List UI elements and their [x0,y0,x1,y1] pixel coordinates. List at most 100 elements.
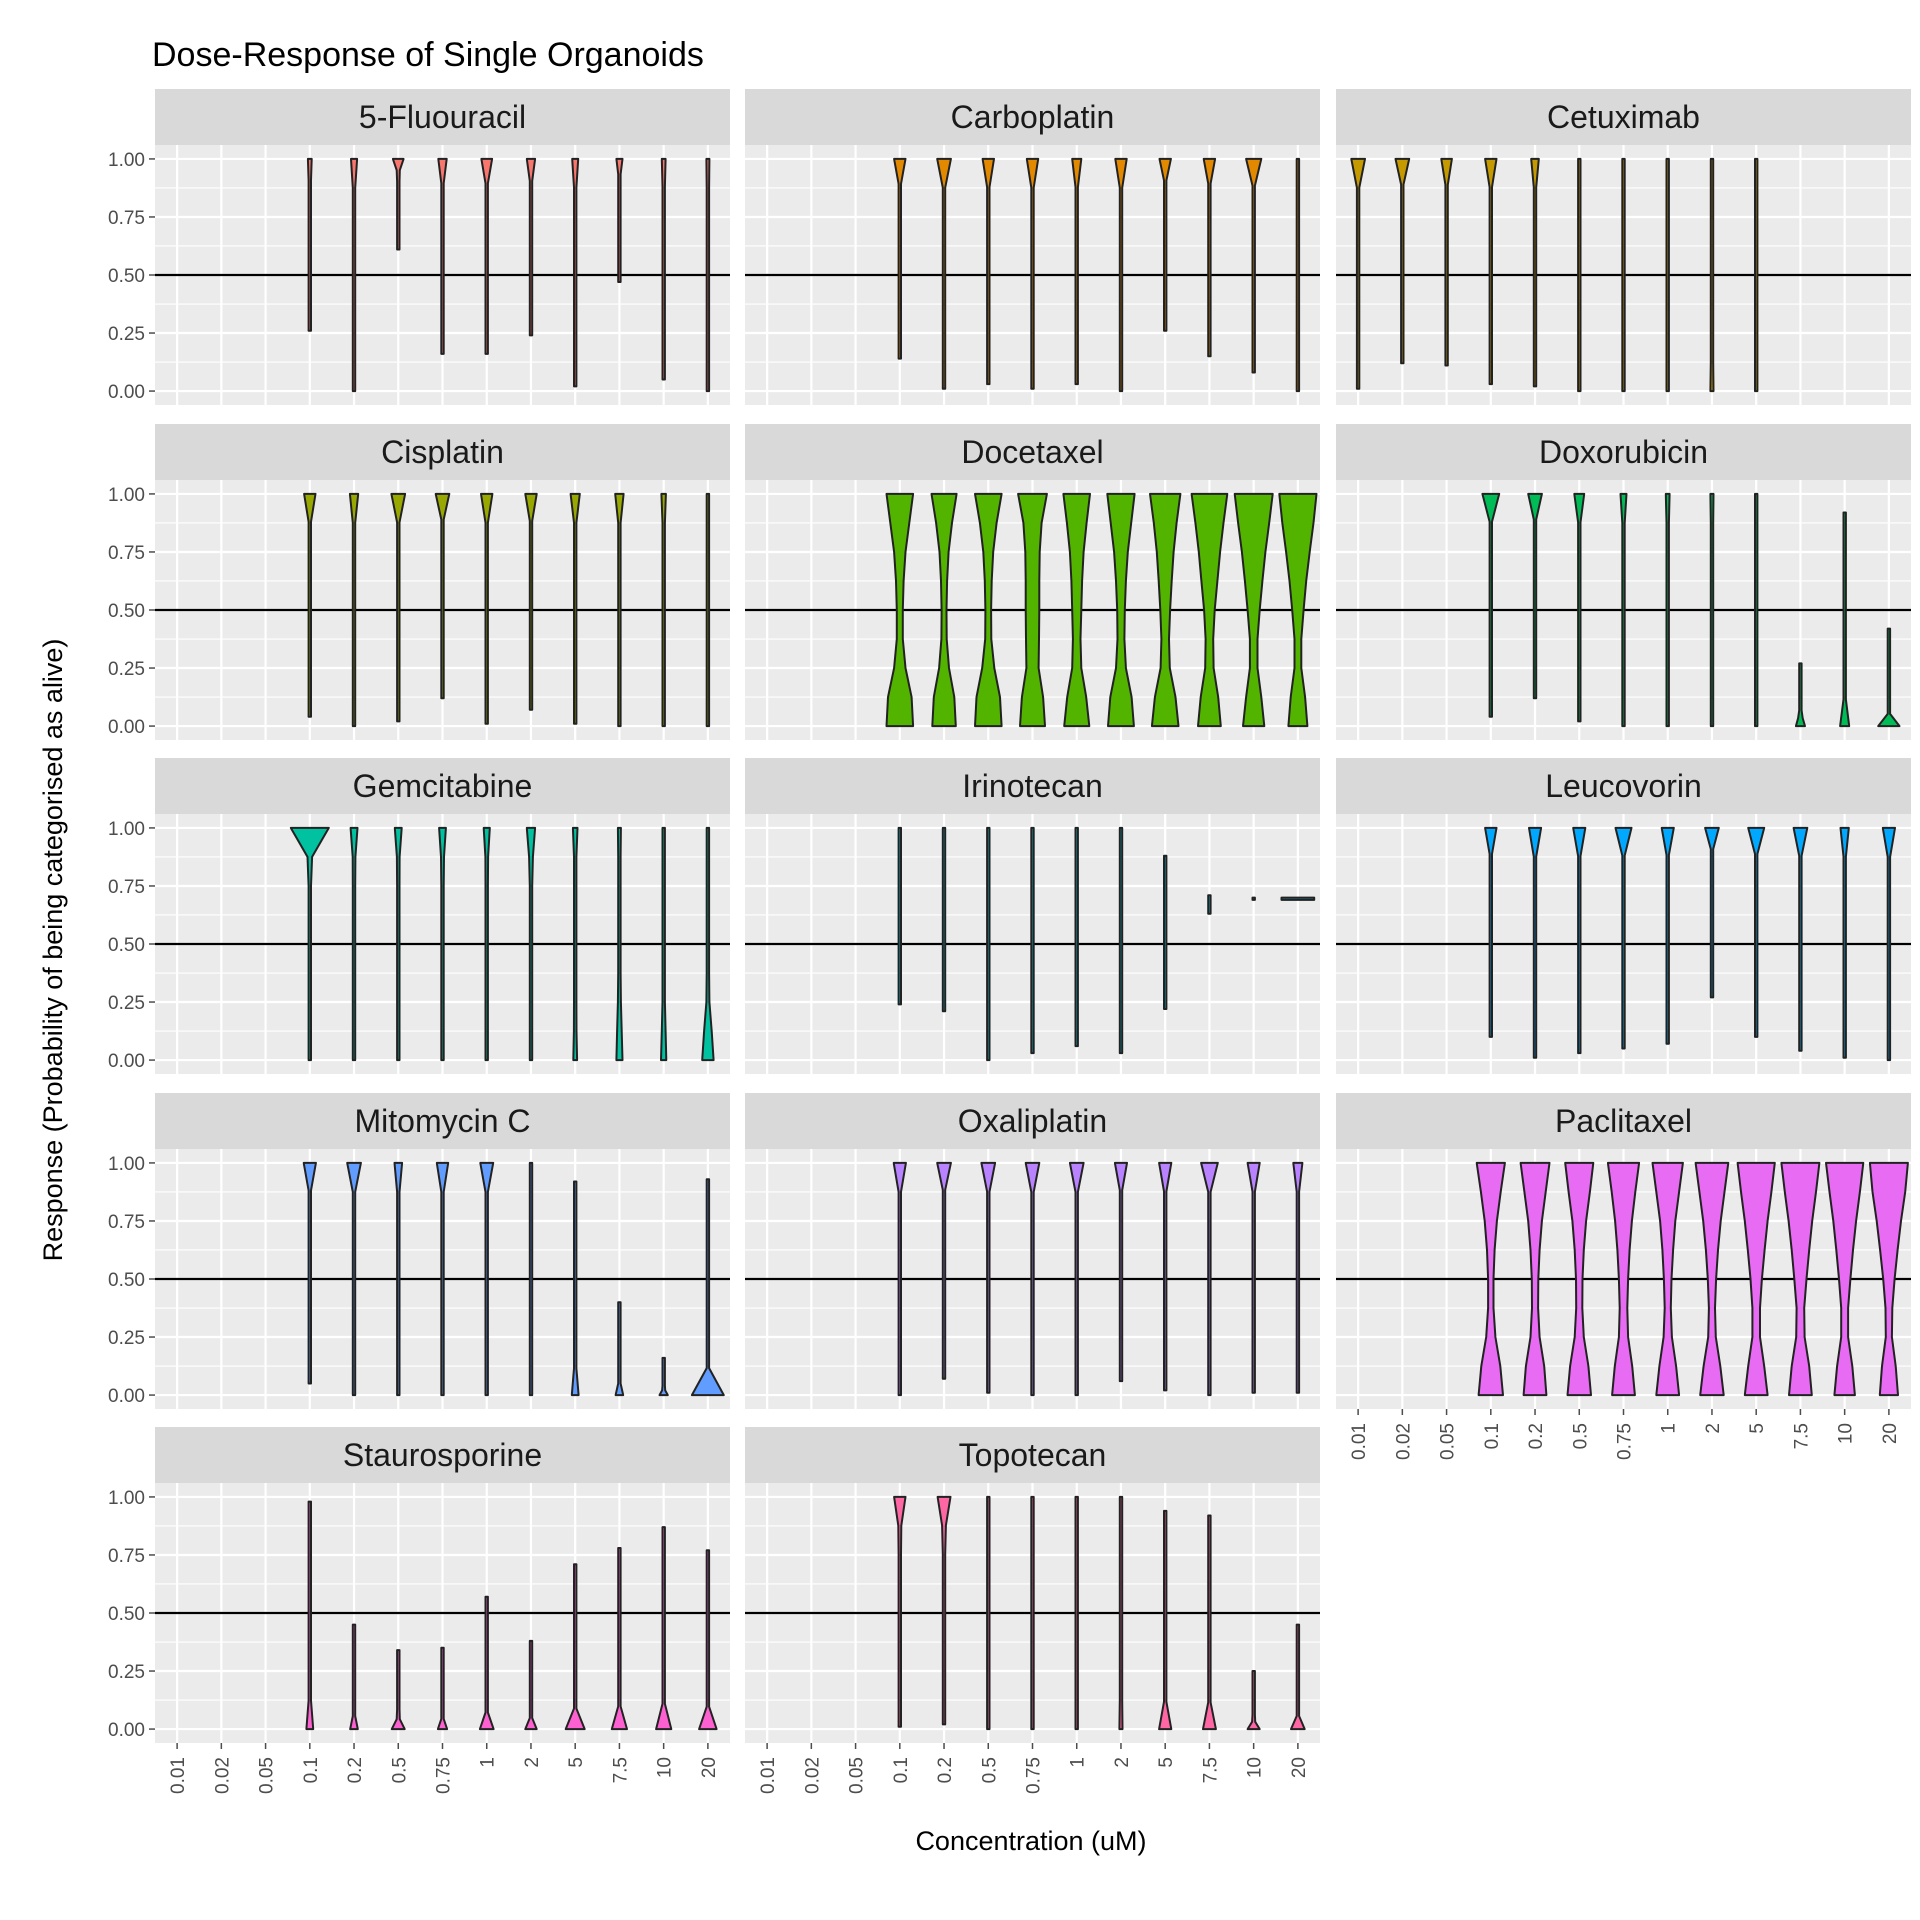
violin-mark [1484,157,1498,386]
y-tick-label: 0.25 [108,659,145,680]
x-tick-label: 5 [566,1757,587,1768]
x-tick-label: 7.5 [610,1757,631,1783]
violin-mark [1025,157,1040,390]
facet-panel: Docetaxel [745,424,1320,740]
x-tick-label: 2 [522,1757,543,1768]
violin-mark [936,157,952,390]
violin-mark [302,1161,317,1385]
violin-mark [1292,1161,1304,1394]
violin-mark [892,1161,907,1397]
violin-mark [893,1495,907,1728]
facet-strip [155,89,730,145]
violin-mark [528,1161,534,1397]
violin-mark [655,1526,673,1731]
violin-mark [1484,826,1498,1038]
violin-mark [1792,826,1809,1052]
violin-mark [1114,157,1128,393]
facet-panel: Cetuximab [1336,89,1911,405]
x-tick-label: 2 [1112,1757,1133,1768]
violin-mark [690,1178,725,1397]
violin-mark [571,157,580,388]
facet-title: Gemcitabine [353,768,533,804]
x-tick-label: 5 [1156,1757,1177,1768]
violin-mark [615,826,624,1062]
violin-mark [1564,1161,1595,1397]
y-tick-label: 0.75 [108,877,145,898]
violin-mark [524,1639,538,1731]
violin-mark [524,492,538,711]
x-tick-label: 2 [1703,1423,1724,1434]
violin-mark [525,826,537,1062]
facet-strip [745,1427,1320,1483]
violin-mark [981,157,995,386]
y-tick-label: 0.75 [108,1546,145,1567]
y-tick-label: 0.50 [108,935,145,956]
facet-strip [1336,424,1911,480]
violin-mark [1190,492,1229,728]
violin-mark [289,826,330,1062]
facet-panel: Doxorubicin [1336,424,1911,740]
x-tick-label: 0.05 [1438,1423,1459,1460]
violin-mark [705,157,711,393]
violin-mark [1118,826,1124,1055]
violin-mark [525,157,537,337]
violin-mark [1062,492,1091,728]
y-tick-label: 0.00 [108,717,145,738]
x-tick-label: 0.02 [212,1757,233,1794]
y-axis-label: Response (Probability of being categoris… [38,639,68,1262]
facet-title: Irinotecan [962,768,1103,804]
violin-mark [437,157,448,355]
x-tick-label: 0.5 [1570,1423,1591,1449]
violin-mark [1475,1161,1506,1397]
y-tick-label: 1.00 [108,819,145,840]
facet-strip [1336,89,1911,145]
x-tick-label: 0.1 [891,1757,912,1783]
violin-mark [1527,492,1543,700]
facet-panel: Paclitaxel 0.01 0.02 0.05 0.1 0.2 0.5 0.75 1 2 5 7.… [1336,1093,1911,1460]
x-tick-label: 0.1 [1482,1423,1503,1449]
violin-mark [1868,1161,1909,1397]
violin-mark [1113,1161,1128,1383]
facet-panel: Topotecan 0.01 0.02 0.05 0.1 0.2 0.5 0.75 1 2 5 7.5… [745,1427,1320,1794]
facet-strip [745,1093,1320,1149]
x-tick-label: 0.02 [802,1757,823,1794]
facet-panel: Gemcitabine 0.00 0.25 0.50 0.75 1.00 [108,758,730,1074]
x-tick-label: 10 [1836,1423,1857,1444]
y-tick-label: 0.50 [108,266,145,287]
violin-mark [930,492,958,728]
x-tick-label: 20 [1289,1757,1310,1778]
violin-mark [1709,157,1715,393]
violin-mark [564,1563,586,1731]
violin-mark [306,157,313,332]
x-tick-label: 0.2 [1526,1423,1547,1449]
facet-strip [1336,1093,1911,1149]
violin-mark [705,492,711,728]
x-tick-label: 0.2 [935,1757,956,1783]
violin-mark [1251,896,1256,901]
x-tick-label: 0.2 [345,1757,366,1783]
chart-title: Dose-Response of Single Organoids [152,36,704,74]
violin-mark [1440,157,1453,367]
facet-title: Doxorubicin [1539,434,1708,470]
violin-mark [1577,157,1582,393]
y-tick-label: 0.00 [108,1386,145,1407]
violin-mark [1606,1161,1641,1397]
facet-title: Oxaliplatin [958,1103,1107,1139]
violin-mark [1295,157,1301,393]
violin-mark [614,1301,625,1397]
violin-mark [701,826,715,1062]
x-tick-label: 20 [1880,1423,1901,1444]
violin-mark [936,1161,952,1380]
x-tick-label: 0.75 [434,1757,455,1794]
violin-mark [478,1595,495,1731]
y-tick-label: 1.00 [108,1154,145,1175]
violin-mark [480,157,494,355]
violin-mark [1621,157,1626,393]
violin-mark [1163,854,1168,1010]
violin-mark [348,492,360,728]
violin-mark [1736,1161,1776,1397]
violin-mark [1839,826,1850,1059]
x-tick-label: 1 [1068,1757,1089,1768]
